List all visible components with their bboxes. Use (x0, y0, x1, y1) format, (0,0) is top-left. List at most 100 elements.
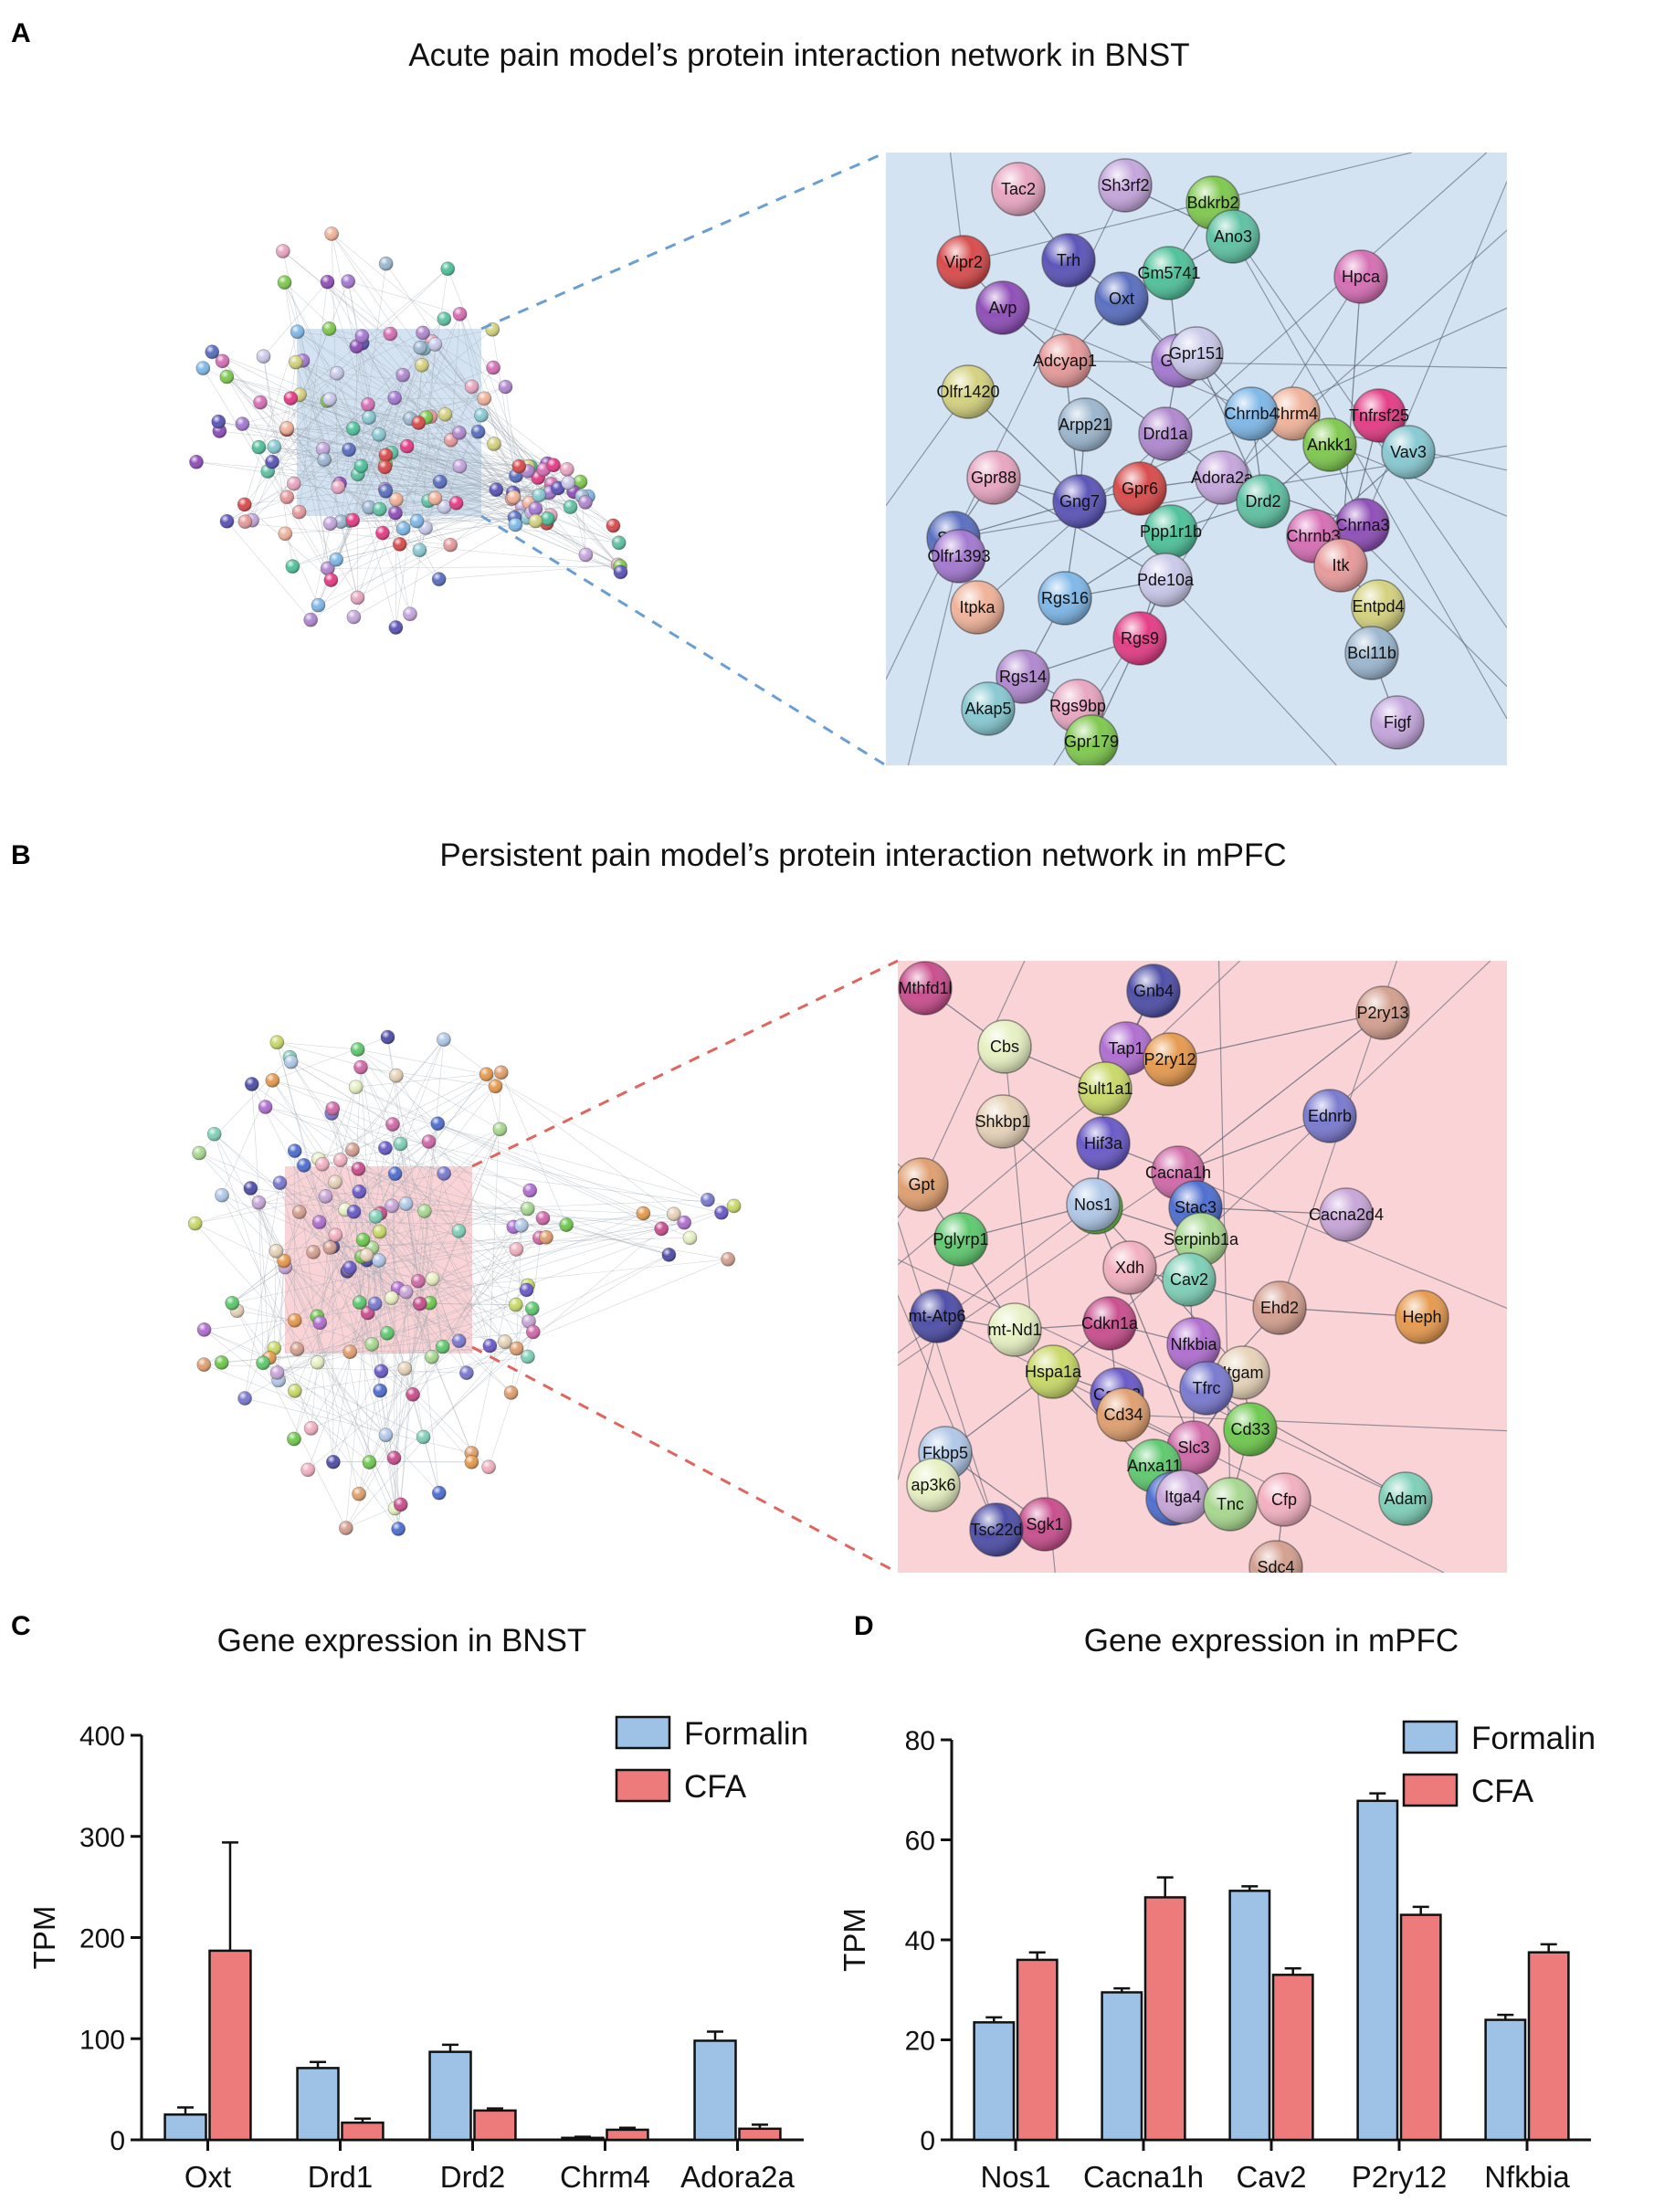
node-label: Cd34 (1103, 1406, 1143, 1424)
overview-node (482, 1338, 498, 1354)
overview-node (559, 462, 574, 477)
network-node: Adora2a (1191, 450, 1254, 505)
overview-node (399, 438, 415, 454)
overview-node (192, 1145, 207, 1161)
bar (1399, 1913, 1442, 2142)
overview-node (345, 512, 361, 528)
network-node: Vipr2 (936, 235, 991, 290)
legend-label: Formalin (684, 1716, 808, 1752)
overview-node (269, 1243, 284, 1259)
y-tick-label: 80 (905, 1726, 935, 1756)
bar-cfa-drd1 (341, 2117, 385, 2142)
network-node: Chrm4 (1266, 386, 1321, 441)
overview-node (387, 390, 403, 406)
node-label: Tap1 (1108, 1039, 1143, 1058)
node-label: Hspa1a (1025, 1363, 1082, 1381)
network-node: Ednrb (1302, 1089, 1357, 1143)
overview-node (219, 513, 235, 529)
overview-node (265, 1072, 280, 1088)
y-axis-label: TPM (838, 1908, 871, 1972)
overview-node (290, 1342, 305, 1357)
overview-node (452, 306, 468, 321)
network-node: Gng7 (1052, 474, 1107, 529)
node-label: Chrnb4 (1224, 405, 1278, 423)
node-label: Pde10a (1137, 571, 1195, 589)
overview-node (415, 357, 429, 373)
network-zoom-a: Tac2 Sh3rf2 Bdkrb2 Vipr2 Trh Ano3 Avp OxtGm5741… (886, 153, 1507, 765)
overview-node (377, 1141, 393, 1155)
overview-node (388, 492, 404, 507)
bar-cfa-nfkbia (1527, 1943, 1570, 2142)
network-node: Olfr1420 (936, 364, 1000, 419)
network-node: Rgs9 (1112, 611, 1167, 666)
overview-node (392, 537, 407, 552)
network-node: Cbs (977, 1019, 1032, 1074)
overview-node (448, 495, 464, 511)
overview-node (520, 1349, 535, 1364)
bar-chart-bnst: Gene expression in BNST 0 100 200 300 400 TPM O… (27, 1623, 808, 2194)
network-edge (1169, 1012, 1384, 1060)
overview-node (388, 505, 403, 521)
overview-node (525, 1324, 541, 1340)
overview-node (342, 1260, 357, 1276)
overview-node (237, 514, 253, 530)
overview-node (375, 525, 390, 541)
overview-node (287, 1431, 301, 1447)
overview-node (380, 1029, 395, 1045)
node-label: Sult1a1 (1077, 1080, 1133, 1098)
x-tick-label: Oxt (184, 2160, 231, 2194)
overview-node (611, 535, 627, 551)
overview-node (606, 518, 621, 533)
node-label: Tsc22d (970, 1521, 1022, 1539)
node-label: Chrm4 (1269, 405, 1318, 423)
overview-node (561, 475, 576, 490)
overview-node (256, 349, 271, 364)
network-node: Cacna2d4 (1309, 1187, 1384, 1242)
overview-node (352, 1295, 367, 1311)
network-node: Chrnb4 (1224, 386, 1279, 441)
network-node: Tap1 (1099, 1021, 1154, 1076)
overview-node (488, 1079, 503, 1094)
overview-node (355, 1232, 371, 1248)
overview-node (430, 1116, 446, 1132)
bar-formalin-cacna1h (1101, 1986, 1143, 2142)
overview-node (521, 1313, 536, 1329)
bar-chart-mpfc: Gene expression in mPFC 0 20 40 60 80 TPM Nos1 C… (838, 1623, 1596, 2194)
node-label: Adcyap1 (1033, 352, 1097, 370)
network-node: Ehd2 (1252, 1280, 1307, 1335)
overview-node (427, 337, 443, 352)
overview-node (277, 275, 292, 290)
legend-swatch (615, 1768, 671, 1803)
overview-node (435, 1339, 450, 1354)
network-node: Sgk1 (1017, 1497, 1072, 1552)
overview-node (333, 514, 349, 530)
bar (693, 2039, 737, 2142)
node-label: Vav3 (1390, 443, 1427, 461)
overview-node (329, 552, 344, 567)
overview-node (378, 256, 394, 271)
overview-node (509, 1242, 524, 1257)
overview-node (701, 1192, 715, 1207)
overview-node (424, 1349, 439, 1364)
y-tick-label: 0 (110, 2126, 125, 2156)
overview-node (393, 1136, 408, 1152)
panel-d: D Gene expression in mPFC 0 20 40 60 80 TPM Nos… (838, 1611, 1596, 2194)
overview-node (348, 1080, 363, 1095)
x-tick-label: Adora2a (680, 2160, 795, 2194)
node-label: Tnc (1217, 1495, 1244, 1513)
network-edge (993, 477, 1166, 581)
node-label: Trh (1057, 251, 1080, 269)
panel-b: B Persistent pain model’s protein intera… (11, 837, 1507, 1575)
overview-node (214, 1355, 229, 1370)
node-label: Rgs9 (1121, 629, 1159, 648)
overview-node (384, 1290, 399, 1306)
overview-node (311, 597, 326, 613)
network-edge (907, 555, 960, 765)
panel-c: C Gene expression in BNST 0 100 200 300 400 TP… (11, 1611, 808, 2194)
overview-node (317, 452, 332, 468)
overview-node (353, 458, 369, 474)
overview-node (636, 1206, 651, 1221)
network-node: Hspa1a (1025, 1344, 1082, 1399)
overview-node (522, 1183, 538, 1198)
